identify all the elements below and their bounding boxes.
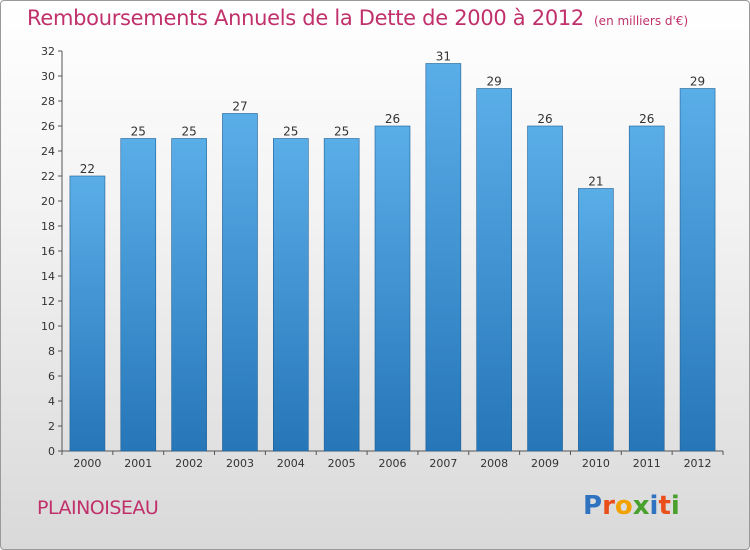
bar-2007 xyxy=(425,63,462,452)
data-label-2011: 26 xyxy=(639,112,654,126)
y-tick-label: 12 xyxy=(41,295,55,308)
bar-2001 xyxy=(120,138,157,452)
logo-letter: r xyxy=(602,491,615,521)
data-label-2008: 29 xyxy=(487,75,502,89)
x-tick-label: 2007 xyxy=(429,457,457,470)
y-tick-label: 0 xyxy=(48,445,55,458)
bar-2005 xyxy=(323,138,360,452)
y-tick-label: 18 xyxy=(41,220,55,233)
y-tick-label: 14 xyxy=(41,270,55,283)
y-tick-label: 22 xyxy=(41,170,55,183)
logo-letter: i xyxy=(670,491,680,521)
x-tick-label: 2008 xyxy=(480,457,508,470)
title-row: Remboursements Annuels de la Dette de 20… xyxy=(27,6,688,30)
proxiti-logo: Proxiti xyxy=(583,491,680,521)
bar-2006 xyxy=(374,125,411,452)
x-tick-label: 2011 xyxy=(633,457,661,470)
bar-2010 xyxy=(578,188,614,452)
y-tick-label: 20 xyxy=(41,195,55,208)
logo-letter: t xyxy=(658,491,671,521)
x-tick-label: 2000 xyxy=(73,457,101,470)
logo-letter: x xyxy=(632,491,650,521)
chart-title: Remboursements Annuels de la Dette de 20… xyxy=(27,6,584,30)
y-tick-label: 32 xyxy=(41,45,55,58)
x-tick-label: 2005 xyxy=(328,457,356,470)
data-label-2005: 25 xyxy=(334,125,349,139)
data-label-2012: 29 xyxy=(690,75,705,89)
data-label-2006: 26 xyxy=(385,112,400,126)
chart-unit: (en milliers d'€) xyxy=(594,14,689,28)
y-tick-label: 6 xyxy=(48,370,55,383)
y-tick-label: 4 xyxy=(48,395,55,408)
bars xyxy=(69,63,716,452)
bar-2004 xyxy=(273,138,309,452)
commune-name: PLAINOISEAU xyxy=(37,497,159,519)
x-tick-label: 2001 xyxy=(124,457,152,470)
data-label-2007: 31 xyxy=(436,50,451,64)
bar-2003 xyxy=(222,113,258,452)
bar-2012 xyxy=(679,88,716,452)
logo-letter: P xyxy=(583,491,603,521)
y-tick-label: 24 xyxy=(41,145,55,158)
data-labels: 22 25 25 27 25 25 26 31 29 26 21 26 29 xyxy=(80,50,705,189)
bar-2009 xyxy=(527,125,563,452)
x-axis: 2000 2001 2002 2003 2004 2005 2006 2007 2008 2009… xyxy=(61,450,724,470)
data-label-2000: 22 xyxy=(80,162,95,176)
bar-2011 xyxy=(628,125,665,452)
y-tick-label: 16 xyxy=(41,245,55,258)
x-tick-label: 2003 xyxy=(226,457,254,470)
data-label-2004: 25 xyxy=(283,125,298,139)
y-tick-label: 26 xyxy=(41,120,55,133)
logo-letter: o xyxy=(614,491,633,521)
bar-2002 xyxy=(171,138,207,452)
y-tick-label: 8 xyxy=(48,345,55,358)
y-tick-label: 28 xyxy=(41,95,55,108)
data-label-2001: 25 xyxy=(131,125,146,139)
y-tick-label: 2 xyxy=(48,420,55,433)
x-tick-label: 2006 xyxy=(379,457,407,470)
y-tick-label: 30 xyxy=(41,70,55,83)
x-tick-label: 2002 xyxy=(175,457,203,470)
data-label-2003: 27 xyxy=(232,100,247,114)
data-label-2009: 26 xyxy=(537,112,552,126)
bar-2000 xyxy=(69,175,106,452)
x-tick-label: 2004 xyxy=(277,457,305,470)
x-tick-label: 2009 xyxy=(531,457,559,470)
x-tick-label: 2012 xyxy=(684,457,712,470)
data-label-2002: 25 xyxy=(181,125,196,139)
x-tick-label: 2010 xyxy=(582,457,610,470)
logo-letter: i xyxy=(649,491,659,521)
bar-2008 xyxy=(476,88,512,452)
y-tick-label: 10 xyxy=(41,320,55,333)
data-label-2010: 21 xyxy=(588,175,603,189)
